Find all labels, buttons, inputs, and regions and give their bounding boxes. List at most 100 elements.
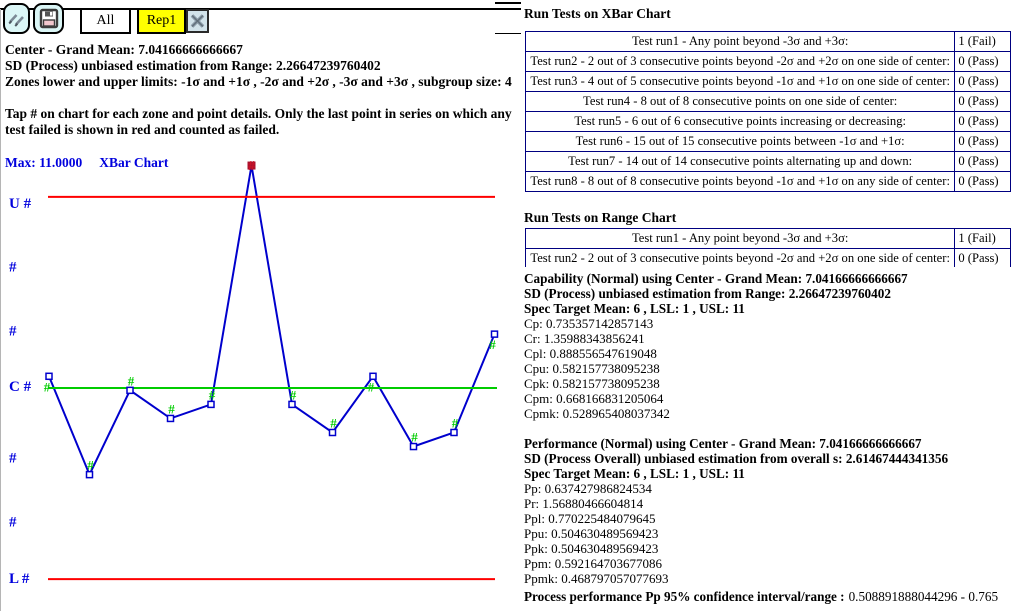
zone-label-sigma[interactable]: # bbox=[9, 323, 17, 339]
point-marker bbox=[207, 400, 215, 409]
capability-metric-cpk: Cpk: 0.582157738095238 bbox=[524, 376, 660, 391]
save-floppy-icon bbox=[39, 8, 58, 29]
test-description: Test run7 - 14 out of 14 consecutive poi… bbox=[524, 151, 956, 172]
tap-note: Tap # on chart for each zone and point d… bbox=[5, 106, 512, 137]
test-result: 0 (Pass) bbox=[954, 51, 1011, 72]
zone-label-l[interactable]: L # bbox=[9, 571, 30, 587]
point-pass-mark[interactable]: # bbox=[290, 387, 297, 402]
test-description: Test run3 - 4 out of 5 consecutive point… bbox=[524, 71, 956, 92]
point-marker-fail bbox=[247, 161, 256, 170]
pane-left-border bbox=[0, 9, 1, 611]
test-description: Test run8 - 8 out of 8 consecutive point… bbox=[524, 171, 956, 192]
test-row: Test run8 - 8 out of 8 consecutive point… bbox=[524, 171, 1011, 192]
test-row: Test run1 - Any point beyond -3σ and +3σ… bbox=[525, 228, 1011, 249]
point-marker bbox=[45, 372, 53, 381]
test-result: 0 (Pass) bbox=[954, 248, 1011, 267]
point-marker bbox=[126, 386, 134, 395]
point-pass-mark[interactable]: # bbox=[368, 379, 375, 394]
zone-label-c[interactable]: C # bbox=[9, 379, 32, 395]
test-description: Test run1 - Any point beyond -3σ and +3σ… bbox=[525, 228, 956, 249]
test-row: Test run4 - 8 out of 8 consecutive point… bbox=[524, 91, 1011, 112]
point-pass-mark[interactable]: # bbox=[489, 337, 496, 352]
test-row: Test run2 - 2 out of 3 consecutive point… bbox=[525, 248, 1011, 267]
point-pass-mark[interactable]: # bbox=[44, 379, 51, 394]
chart-stats-summary: Center - Grand Mean: 7.04166666666667 SD… bbox=[5, 42, 519, 138]
zone-label-sigma[interactable]: # bbox=[9, 514, 17, 530]
test-description: Test run1 - Any point beyond -3σ and +3σ… bbox=[524, 31, 956, 52]
test-result: 0 (Pass) bbox=[954, 71, 1011, 92]
test-row: Test run3 - 4 out of 5 consecutive point… bbox=[524, 71, 1011, 92]
test-result: 0 (Pass) bbox=[954, 111, 1011, 132]
point-pass-mark[interactable]: # bbox=[411, 430, 418, 445]
test-description: Test run6 - 15 out of 15 consecutive poi… bbox=[524, 131, 956, 152]
xbar-tests-title: Run Tests on XBar Chart bbox=[524, 6, 671, 21]
chart-title: XBar Chart bbox=[99, 155, 169, 170]
test-row: Test run5 - 6 out of 6 consecutive point… bbox=[524, 111, 1011, 132]
close-icon bbox=[190, 14, 205, 28]
capability-metric-cpu: Cpu: 0.582157738095238 bbox=[524, 361, 660, 376]
performance-metric-ppmk: Ppmk: 0.468797057077693 bbox=[524, 571, 669, 586]
point-pass-mark[interactable]: # bbox=[330, 415, 337, 430]
pp-confidence-interval-line: Process performance Pp 95% confidence in… bbox=[524, 589, 1011, 605]
tab-all[interactable]: All bbox=[80, 8, 131, 34]
xbar-run-tests-table: Test run1 - Any point beyond -3σ and +3σ… bbox=[524, 31, 1011, 192]
capability-metric-cp: Cp: 0.735357142857143 bbox=[524, 316, 654, 331]
zone-label-sigma[interactable]: # bbox=[9, 260, 17, 276]
chart-max-label: Max: 11.0000 bbox=[5, 155, 83, 170]
xbar-series-line bbox=[48, 165, 496, 478]
point-marker bbox=[409, 442, 418, 451]
performance-metric-ppk: Ppk: 0.504630489569423 bbox=[524, 541, 659, 556]
draw-tools-button[interactable] bbox=[3, 3, 30, 34]
point-marker bbox=[288, 400, 296, 409]
point-fail-mark[interactable]: # bbox=[248, 159, 255, 174]
point-pass-mark[interactable]: # bbox=[209, 387, 216, 402]
capability-metric-cpmk: Cpmk: 0.528965408037342 bbox=[524, 406, 670, 421]
close-tab-button[interactable] bbox=[186, 9, 209, 33]
point-marker bbox=[450, 428, 458, 437]
performance-header-line: SD (Process Overall) unbiased estimation… bbox=[524, 451, 949, 466]
test-result: 1 (Fail) bbox=[954, 228, 1011, 249]
performance-metric-pr: Pr: 1.56880466604814 bbox=[524, 496, 644, 511]
point-pass-mark[interactable]: # bbox=[128, 373, 135, 388]
performance-metric-ppm: Ppm: 0.592164703677086 bbox=[524, 556, 662, 571]
pane-corner-line bbox=[495, 2, 521, 4]
performance-metric-ppl: Ppl: 0.770225484079645 bbox=[524, 511, 656, 526]
point-pass-mark[interactable]: # bbox=[452, 415, 459, 430]
performance-header-line: Performance (Normal) using Center - Gran… bbox=[524, 436, 922, 451]
zone-label-sigma[interactable]: # bbox=[9, 451, 17, 467]
zones-limits-line: Zones lower and upper limits: -1σ and +1… bbox=[5, 74, 512, 89]
capability-section: Capability (Normal) using Center - Grand… bbox=[524, 271, 1011, 421]
capability-metric-cr: Cr: 1.35988343856241 bbox=[524, 331, 645, 346]
tab-rep1[interactable]: Rep1 bbox=[137, 8, 186, 34]
test-result: 0 (Pass) bbox=[954, 171, 1011, 192]
pens-icon bbox=[8, 13, 24, 27]
capability-metric-cpl: Cpl: 0.888556547619048 bbox=[524, 346, 657, 361]
test-row: Test run2 - 2 out of 3 consecutive point… bbox=[524, 51, 1011, 72]
point-pass-mark[interactable]: # bbox=[87, 458, 94, 473]
zone-label-u[interactable]: U # bbox=[9, 196, 32, 212]
point-marker bbox=[369, 372, 377, 381]
point-pass-mark[interactable]: # bbox=[168, 401, 175, 416]
performance-metric-ppu: Ppu: 0.504630489569423 bbox=[524, 526, 659, 541]
test-description: Test run4 - 8 out of 8 consecutive point… bbox=[524, 91, 956, 112]
test-result: 0 (Pass) bbox=[954, 91, 1011, 112]
sd-process-line: SD (Process) unbiased estimation from Ra… bbox=[5, 58, 381, 73]
capability-header-line: SD (Process) unbiased estimation from Ra… bbox=[524, 286, 891, 301]
pp-ci-label: Process performance Pp 95% confidence in… bbox=[524, 589, 845, 604]
capability-metric-cpm: Cpm: 0.668166831205064 bbox=[524, 391, 664, 406]
test-row: Test run6 - 15 out of 15 consecutive poi… bbox=[524, 131, 1011, 152]
capability-header-line: Spec Target Mean: 6 , LSL: 1 , USL: 11 bbox=[524, 301, 745, 316]
performance-section: Performance (Normal) using Center - Gran… bbox=[524, 436, 1011, 586]
pp-ci-value: 0.508891888044296 - 0.765 bbox=[848, 589, 999, 604]
test-row: Test run7 - 14 out of 14 consecutive poi… bbox=[524, 151, 1011, 172]
pane-top-border bbox=[0, 8, 521, 10]
center-grand-mean-line: Center - Grand Mean: 7.04166666666667 bbox=[5, 42, 243, 57]
test-result: 1 (Fail) bbox=[954, 31, 1011, 52]
test-description: Test run2 - 2 out of 3 consecutive point… bbox=[525, 248, 956, 267]
xbar-control-chart: U # # # C # # # L # # # # # # # # # # # # # bbox=[9, 159, 499, 587]
point-marker bbox=[328, 428, 337, 437]
test-row: Test run1 - Any point beyond -3σ and +3σ… bbox=[524, 31, 1011, 52]
performance-header-line: Spec Target Mean: 6 , LSL: 1 , USL: 11 bbox=[524, 466, 745, 481]
save-button[interactable] bbox=[33, 3, 64, 34]
point-marker bbox=[490, 330, 499, 338]
